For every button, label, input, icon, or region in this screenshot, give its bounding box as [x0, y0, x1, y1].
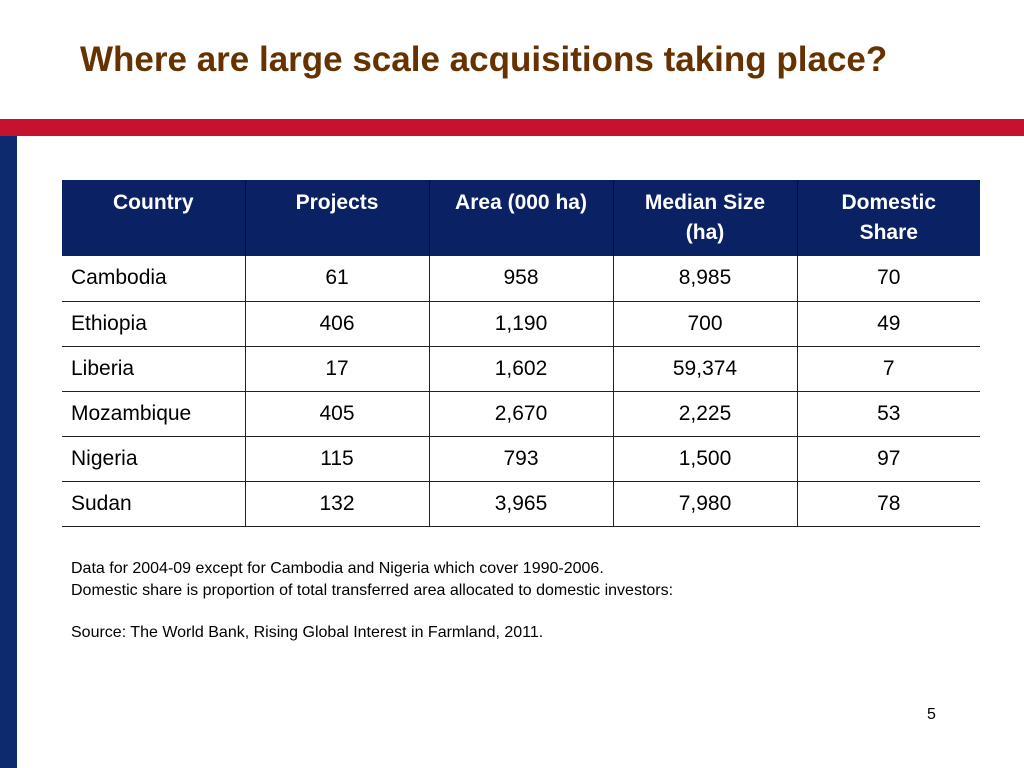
cell-projects: 132	[244, 481, 429, 527]
header-country: Country	[62, 180, 245, 256]
cell-median-size: 2,225	[612, 391, 797, 437]
cell-domestic-share: 7	[796, 346, 980, 392]
table-row: Cambodia 61 958 8,985 70	[62, 256, 980, 302]
red-divider-band	[0, 119, 1024, 136]
cell-country: Cambodia	[62, 256, 245, 302]
slide-title: Where are large scale acquisitions takin…	[80, 40, 888, 79]
table-row: Nigeria 115 793 1,500 97	[62, 436, 980, 482]
cell-country: Liberia	[62, 346, 245, 392]
notes: Data for 2004-09 except for Cambodia and…	[71, 558, 673, 644]
table-row: Sudan 132 3,965 7,980 78	[62, 481, 980, 527]
cell-domestic-share: 78	[796, 481, 980, 527]
header-domestic-share: Domestic Share	[796, 180, 980, 256]
note-data-period: Data for 2004-09 except for Cambodia and…	[71, 560, 604, 577]
blue-side-bar	[0, 136, 17, 768]
header-median-size: Median Size (ha)	[612, 180, 797, 256]
cell-median-size: 8,985	[612, 256, 797, 302]
cell-area: 2,670	[428, 391, 613, 437]
cell-median-size: 1,500	[612, 436, 797, 482]
table-row: Ethiopia 406 1,190 700 49	[62, 301, 980, 347]
cell-country: Sudan	[62, 481, 245, 527]
cell-country: Mozambique	[62, 391, 245, 437]
cell-domestic-share: 70	[796, 256, 980, 302]
cell-projects: 61	[244, 256, 429, 302]
cell-area: 3,965	[428, 481, 613, 527]
cell-median-size: 59,374	[612, 346, 797, 392]
cell-area: 793	[428, 436, 613, 482]
cell-projects: 405	[244, 391, 429, 437]
cell-country: Ethiopia	[62, 301, 245, 347]
table-row: Liberia 17 1,602 59,374 7	[62, 346, 980, 392]
cell-median-size: 7,980	[612, 481, 797, 527]
cell-country: Nigeria	[62, 436, 245, 482]
acquisitions-table: Country Projects Area (000 ha) Median Si…	[62, 180, 980, 527]
cell-area: 958	[428, 256, 613, 302]
header-projects: Projects	[244, 180, 429, 256]
note-domestic-share: Domestic share is proportion of total tr…	[71, 582, 674, 599]
cell-domestic-share: 53	[796, 391, 980, 437]
cell-domestic-share: 97	[796, 436, 980, 482]
note-source: Source: The World Bank, Rising Global In…	[71, 624, 544, 641]
cell-projects: 406	[244, 301, 429, 347]
cell-projects: 17	[244, 346, 429, 392]
cell-area: 1,602	[428, 346, 613, 392]
table-row: Mozambique 405 2,670 2,225 53	[62, 391, 980, 437]
page-number: 5	[927, 706, 936, 723]
cell-area: 1,190	[428, 301, 613, 347]
header-area: Area (000 ha)	[428, 180, 613, 256]
cell-domestic-share: 49	[796, 301, 980, 347]
table-header-row: Country Projects Area (000 ha) Median Si…	[62, 180, 980, 256]
cell-median-size: 700	[612, 301, 797, 347]
cell-projects: 115	[244, 436, 429, 482]
